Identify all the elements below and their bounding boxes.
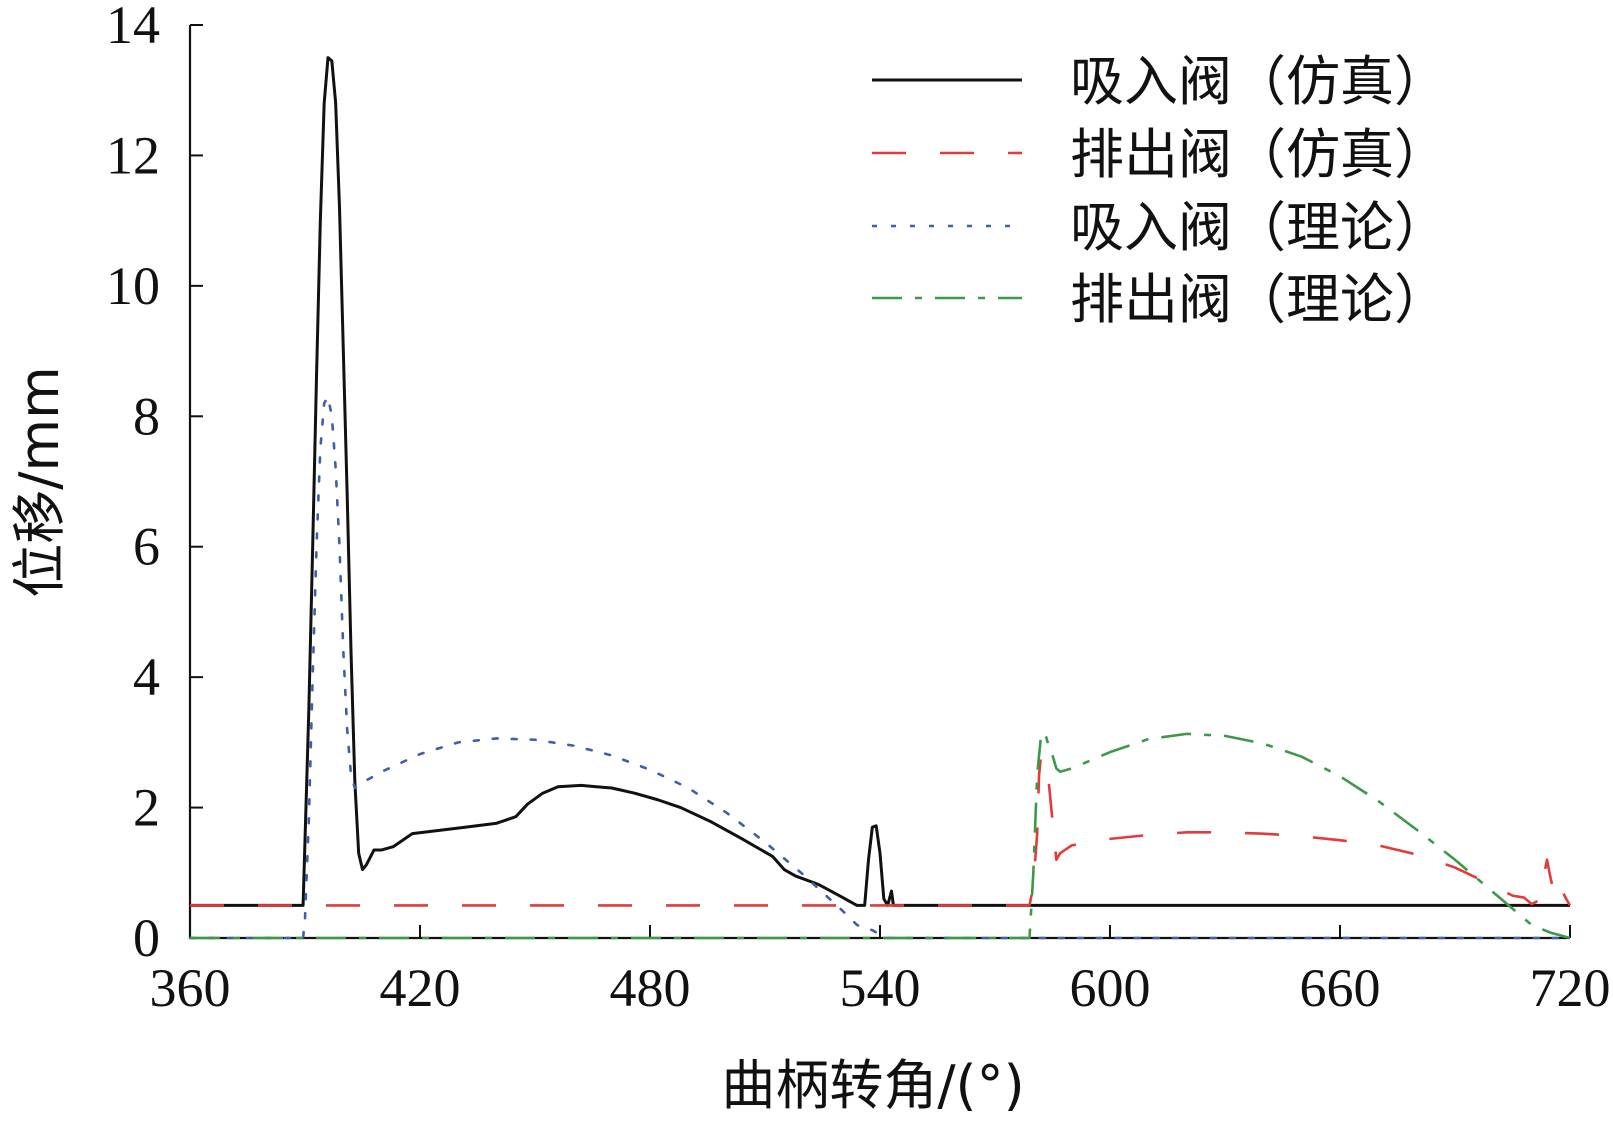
series-line xyxy=(188,395,1572,940)
y-tick-label: 10 xyxy=(106,256,160,316)
y-tick-label: 6 xyxy=(133,517,160,577)
series-line xyxy=(190,56,1570,907)
x-axis-title: 曲柄转角/(°) xyxy=(721,1054,1024,1117)
x-tick-label: 660 xyxy=(1300,958,1381,1018)
x-tick-label: 360 xyxy=(150,958,231,1018)
y-tick-label: 8 xyxy=(133,386,160,446)
y-tick-label: 2 xyxy=(133,778,160,838)
y-tick-label: 14 xyxy=(106,0,160,55)
x-tick-label: 720 xyxy=(1530,958,1611,1018)
series-line xyxy=(190,731,1571,940)
x-tick-label: 420 xyxy=(380,958,461,1018)
legend-label: 吸入阀（仿真） xyxy=(1070,50,1448,113)
x-tick-label: 480 xyxy=(610,958,691,1018)
series-line xyxy=(190,754,1572,907)
axes: 0 2 4 6 8 10 12 14 360 420 480 540 600 660 720 xyxy=(106,0,1611,1018)
y-tick-label: 4 xyxy=(133,647,160,707)
x-tick-label: 600 xyxy=(1070,958,1151,1018)
legend-label: 吸入阀（理论） xyxy=(1070,196,1448,259)
y-tick-label: 12 xyxy=(106,125,160,185)
y-axis-title: 位移/mm xyxy=(8,366,71,597)
legend: 吸入阀（仿真） 排出阀（仿真） 吸入阀（理论） 排出阀（理论） xyxy=(872,50,1448,331)
legend-label: 排出阀（理论） xyxy=(1070,268,1448,331)
legend-label: 排出阀（仿真） xyxy=(1070,123,1448,186)
x-tick-label: 540 xyxy=(840,958,921,1018)
y-tick-label: 0 xyxy=(133,908,160,968)
series-layer xyxy=(188,56,1572,940)
